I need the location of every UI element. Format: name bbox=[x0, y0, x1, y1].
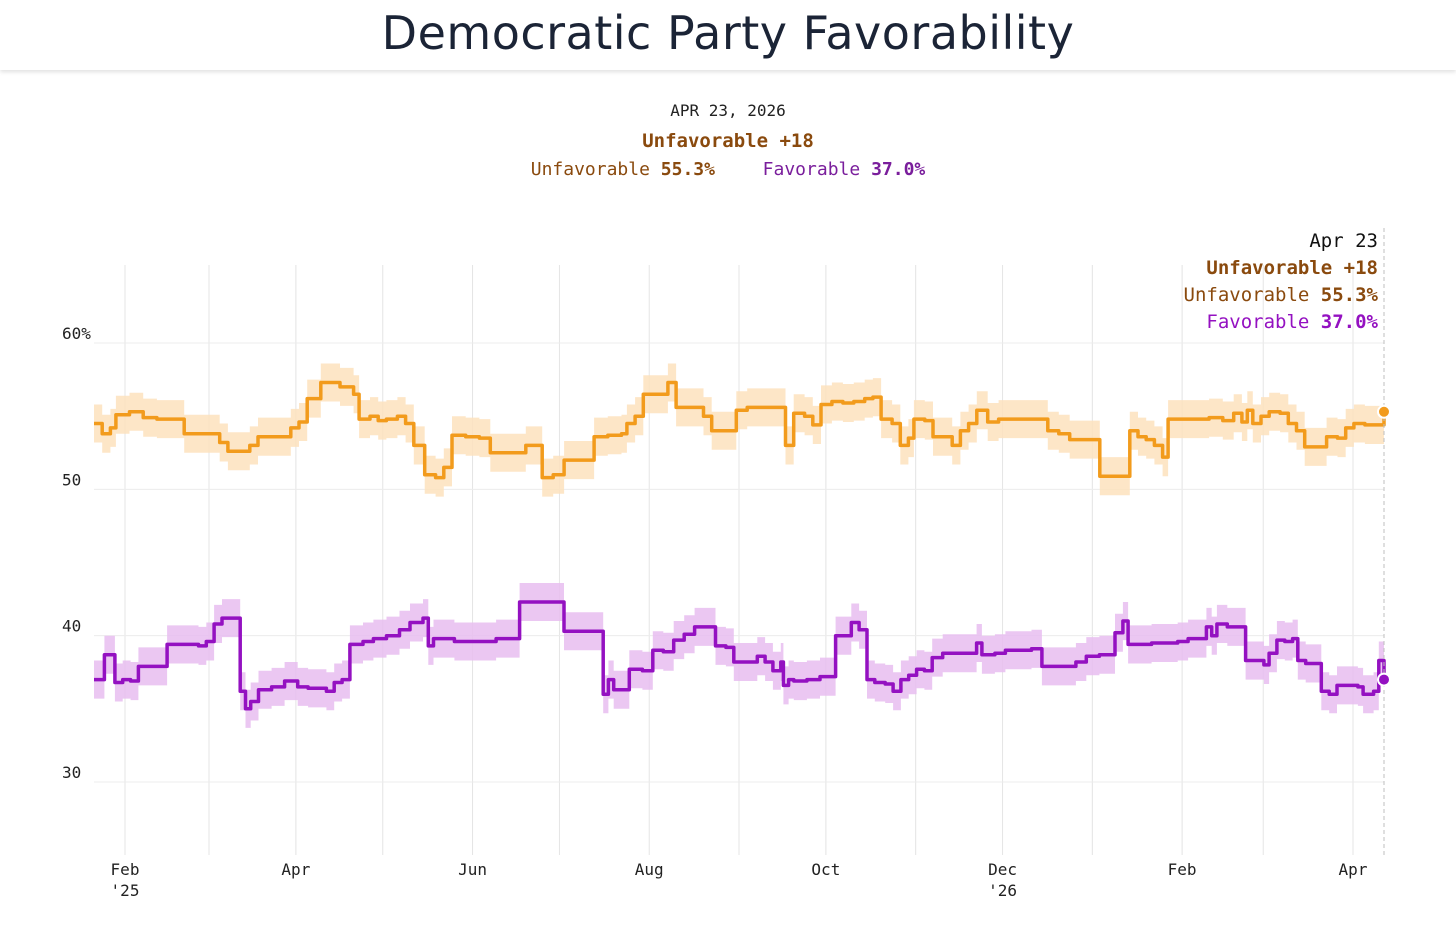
x-tick-label: Dec bbox=[988, 860, 1017, 879]
summary-margin: Unfavorable +18 bbox=[642, 130, 814, 152]
gridlines bbox=[94, 265, 1384, 855]
tooltip-unfavorable-label: Unfavorable bbox=[1184, 284, 1310, 306]
favorable-end-dot bbox=[1377, 672, 1391, 687]
series-lines bbox=[94, 380, 1386, 711]
tooltip-unfavorable: Unfavorable 55.3% bbox=[1184, 284, 1379, 306]
header-bar: Democratic Party Favorability bbox=[0, 0, 1456, 70]
x-tick-label: Apr bbox=[1339, 860, 1368, 879]
hover-tooltip: Apr 23 Unfavorable +18 Unfavorable 55.3%… bbox=[1184, 230, 1379, 333]
x-tick-label: Jun bbox=[458, 860, 487, 879]
tooltip-favorable: Favorable 37.0% bbox=[1206, 311, 1378, 333]
favorable-band bbox=[94, 583, 1384, 728]
tooltip-date: Apr 23 bbox=[1309, 230, 1378, 252]
unfavorable-end-dot bbox=[1377, 404, 1391, 419]
x-tick-label: Aug bbox=[635, 860, 664, 879]
x-tick-label: Feb bbox=[111, 860, 140, 879]
y-tick-label: 40 bbox=[62, 617, 81, 636]
x-tick-label: Feb bbox=[1168, 860, 1197, 879]
summary-favorable-value: 37.0% bbox=[871, 159, 926, 180]
summary-unfavorable-label: Unfavorable bbox=[530, 159, 650, 180]
x-tick-sublabel: '26 bbox=[988, 881, 1017, 900]
uncertainty-bands bbox=[94, 363, 1384, 728]
tooltip-favorable-label: Favorable bbox=[1206, 311, 1309, 333]
summary-values: Unfavorable 55.3% Favorable 37.0% bbox=[0, 159, 1456, 180]
tooltip-favorable-value: 37.0% bbox=[1321, 311, 1379, 333]
x-axis-ticks: Feb '25 Apr Jun Aug Oct Dec '26 Feb Apr bbox=[111, 860, 1368, 900]
tooltip-unfavorable-value: 55.3% bbox=[1321, 284, 1379, 306]
chart-title: Democratic Party Favorability bbox=[381, 6, 1075, 60]
x-tick-sublabel: '25 bbox=[111, 881, 140, 900]
summary-favorable-label: Favorable bbox=[762, 159, 861, 180]
y-tick-label: 30 bbox=[62, 763, 81, 782]
y-axis-ticks: 60% 50 40 30 bbox=[62, 324, 91, 782]
unfavorable-band bbox=[94, 363, 1384, 497]
y-tick-label: 60% bbox=[62, 324, 91, 343]
summary-unfavorable-value: 55.3% bbox=[660, 159, 715, 180]
y-tick-label: 50 bbox=[62, 470, 81, 489]
x-tick-label: Apr bbox=[281, 860, 310, 879]
tooltip-margin: Unfavorable +18 bbox=[1206, 257, 1378, 279]
summary-date: APR 23, 2026 bbox=[670, 101, 786, 120]
favorable-line bbox=[94, 600, 1386, 711]
unfavorable-line bbox=[94, 380, 1386, 480]
x-tick-label: Oct bbox=[811, 860, 840, 879]
end-dots bbox=[1377, 404, 1391, 687]
